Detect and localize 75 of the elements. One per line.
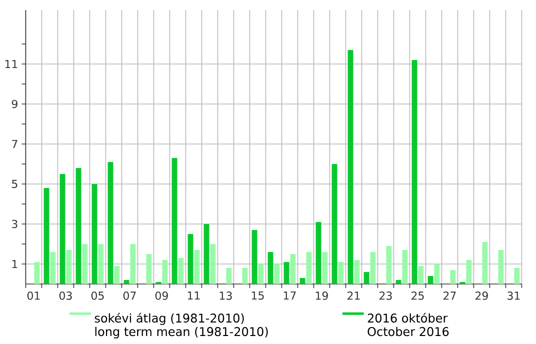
bar [284,262,290,284]
y-tick-label: 11 [5,60,18,68]
bar [268,252,274,284]
bar [50,252,56,284]
bar [418,266,424,284]
bar [76,168,82,284]
bar [354,260,360,284]
bar [124,280,130,284]
bar [450,270,456,284]
x-tick-label: 17 [284,292,296,300]
bar [146,254,152,284]
bar [412,60,418,284]
bar [178,258,184,284]
bar [162,260,168,284]
x-tick-label: 13 [220,292,232,300]
y-tick-label: 3 [12,220,18,228]
legend-label: 2016 október October 2016 [368,312,449,336]
x-tick-label: 11 [188,292,200,300]
bar [364,272,370,284]
bar [300,278,306,284]
bar [306,252,312,284]
bar [204,224,210,284]
bar [514,268,520,284]
bar [98,244,104,284]
bar [466,260,472,284]
bar [66,250,72,284]
bar [82,244,88,284]
y-tick-label: 5 [12,180,18,188]
legend-label: sokévi átlag (1981-2010) long term mean (1981-2010) [94,312,268,338]
bar [194,250,200,284]
bar [402,250,408,284]
x-tick-label: 23 [380,292,392,300]
bar [258,264,264,284]
y-tick-label: 7 [12,140,18,148]
bar [482,242,488,284]
bar [434,264,440,284]
x-tick-label: 27 [443,292,456,300]
bar [322,252,328,284]
x-tick-label: 29 [475,292,488,300]
y-tick-label: 9 [12,100,18,108]
bar [316,222,322,284]
x-tick-label: 25 [412,292,424,300]
bar [428,276,434,284]
x-tick-label: 15 [252,292,264,300]
bar [60,174,66,284]
x-tick-label: 21 [348,292,360,300]
bar [172,158,178,284]
bar [370,252,376,284]
x-tick-label: 07 [123,292,136,300]
x-tick-label: 05 [91,292,104,300]
bar [44,188,50,284]
bar [396,280,402,284]
x-tick-label: 31 [508,292,520,300]
bar [92,184,98,284]
bar [188,234,194,284]
x-tick-label: 03 [59,292,72,300]
x-tick-label: 09 [155,292,168,300]
bar [348,50,354,284]
bar [290,254,296,284]
bar [226,268,232,284]
bar [338,262,344,284]
bar [210,244,216,284]
bar [114,266,120,284]
bar [108,162,114,284]
bar [332,164,338,284]
x-tick-label: 19 [316,292,328,300]
x-tick-label: 01 [27,292,40,300]
bar [242,268,248,284]
bar [274,264,280,284]
y-tick-label: 1 [12,260,18,268]
bar [252,230,258,284]
bar [34,262,40,284]
bar [498,250,504,284]
bar [130,244,136,284]
bar [386,246,392,284]
